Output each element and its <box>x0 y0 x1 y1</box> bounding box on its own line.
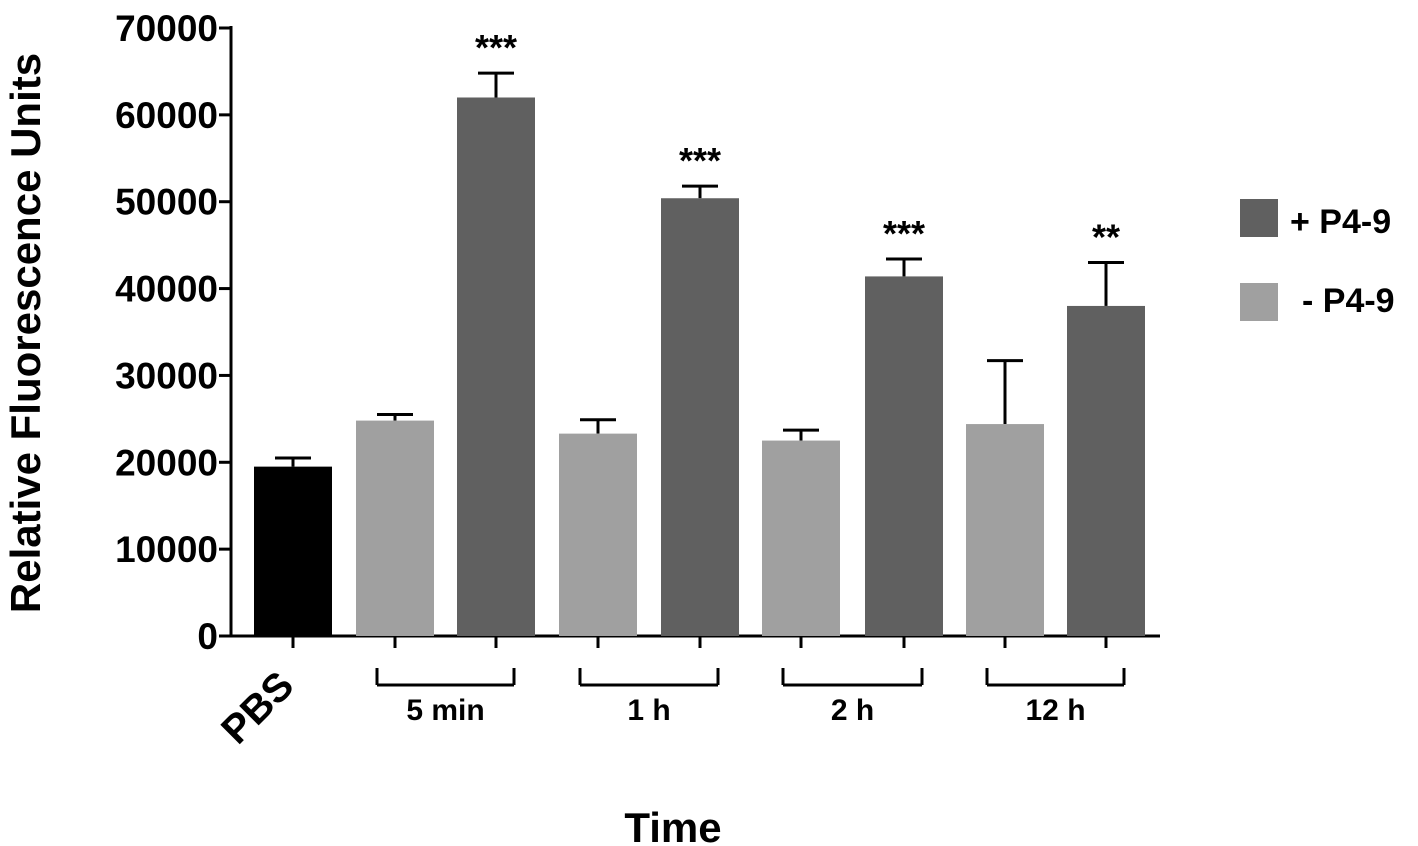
bar-minus-p4-9 <box>559 433 637 636</box>
y-axis-title: Relative Fluorescence Units <box>2 53 49 613</box>
y-tick-label: 30000 <box>115 355 218 396</box>
significance-label: ** <box>1092 217 1120 258</box>
group-label: 5 min <box>406 694 484 727</box>
group-label: 1 h <box>627 694 670 727</box>
legend-swatch-plus <box>1240 199 1278 237</box>
group-label: 2 h <box>831 694 874 727</box>
bar-plus-p4-9 <box>661 198 739 637</box>
y-tick-label: 40000 <box>115 269 218 310</box>
y-tick-label: 50000 <box>115 182 218 223</box>
x-axis-title: Time <box>624 804 721 846</box>
bar-plus-p4-9 <box>457 97 535 636</box>
bar-plus-p4-9 <box>1067 305 1145 636</box>
y-tick-label: 70000 <box>115 8 218 49</box>
bar-minus-p4-9 <box>356 420 434 636</box>
y-tick-label: 60000 <box>115 95 218 136</box>
legend-swatch-minus <box>1240 283 1278 321</box>
y-tick-label: 10000 <box>115 529 218 570</box>
bar-minus-p4-9 <box>762 440 840 636</box>
significance-label: *** <box>475 27 517 68</box>
significance-label: *** <box>883 213 925 254</box>
group-label: 12 h <box>1025 694 1085 727</box>
y-tick-label: 20000 <box>115 442 218 483</box>
legend-label-plus: + P4-9 <box>1290 203 1391 241</box>
bar-plus-p4-9 <box>865 276 943 636</box>
y-tick-label: 0 <box>197 616 218 657</box>
significance-label: *** <box>679 140 721 181</box>
bar-pbs <box>254 466 332 636</box>
bar-minus-p4-9 <box>966 424 1044 636</box>
legend-label-minus: - P4-9 <box>1302 282 1395 320</box>
x-tick-label-pbs: PBS <box>213 663 302 752</box>
